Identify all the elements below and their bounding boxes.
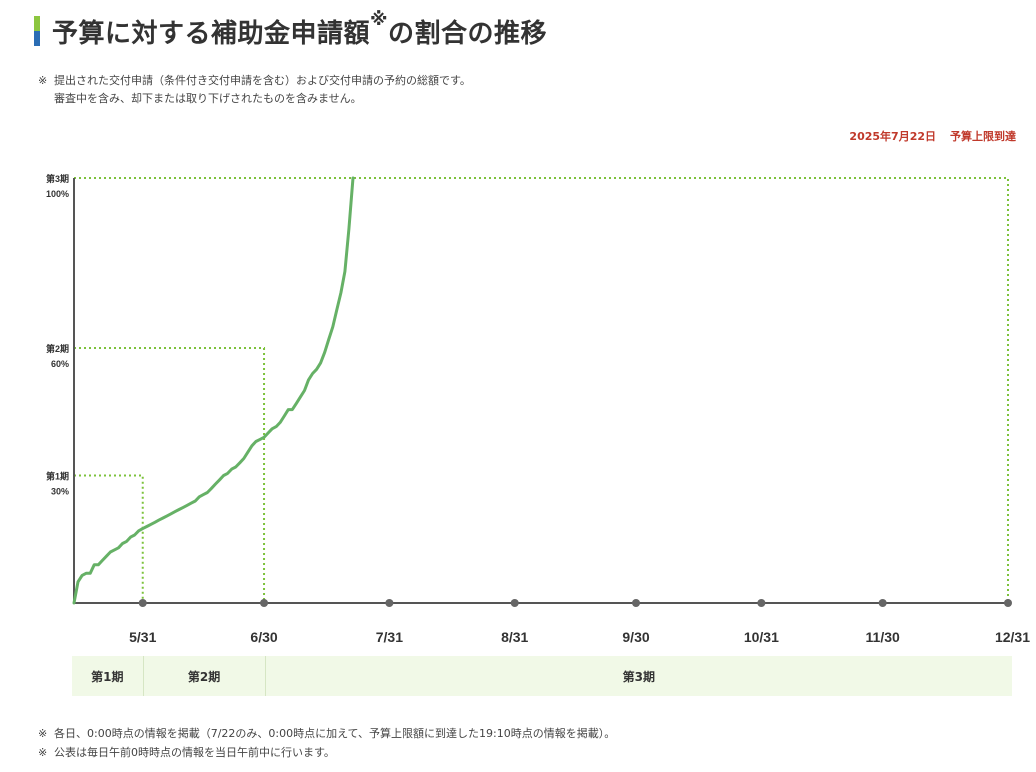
page-title-main: 予算に対する補助金申請額 [52, 18, 371, 49]
x-tick-label-7: 11/30 [866, 629, 900, 645]
threshold-label-2: 第2期 [46, 343, 69, 354]
x-tick-dot-7 [878, 599, 887, 607]
series-line [72, 176, 355, 605]
x-tick-label-4: 8/31 [501, 629, 528, 645]
period-cell-1: 第1期 [72, 656, 144, 696]
top-note: ※ 提出された交付申請（条件付き交付申請を含む）および交付申請の予約の総額です。 … [38, 72, 471, 108]
status-date: 2025年7月22日 [849, 130, 936, 143]
x-tick-dot-6 [757, 599, 766, 607]
bottom-note-mark: ※ [38, 727, 48, 740]
threshold-label-1: 第1期 [46, 471, 69, 482]
period-band: 第1期 第2期 第3期 [72, 656, 1012, 696]
page-title: 予算に対する補助金申請額※の割合の推移 [52, 9, 548, 50]
threshold-value-3: 100% [46, 189, 69, 199]
title-block: 予算に対する補助金申請額※の割合の推移 [34, 9, 548, 50]
x-tick-label-1: 5/31 [129, 629, 156, 645]
title-accent-bar [34, 16, 40, 46]
threshold-line-2 [74, 347, 266, 603]
x-tick-dot-3 [385, 599, 394, 607]
threshold-value-1: 30% [51, 487, 69, 497]
top-note-line1: 提出された交付申請（条件付き交付申請を含む）および交付申請の予約の総額です。 [54, 74, 471, 87]
page-title-mark: ※ [370, 8, 389, 30]
x-tick-dot-4 [510, 599, 519, 607]
bottom-note-2: ※ 公表は毎日午前0時時点の情報を当日午前中に行います。 [38, 743, 615, 762]
x-tick-label-2: 6/30 [250, 629, 277, 645]
bottom-note-text: 公表は毎日午前0時時点の情報を当日午前中に行います。 [54, 746, 335, 759]
x-tick-label-6: 10/31 [744, 629, 779, 645]
bottom-notes: ※ 各日、0:00時点の情報を掲載（7/22のみ、0:00時点に加えて、予算上限額… [38, 724, 615, 762]
status-text: 予算上限到達 [950, 130, 1016, 143]
bottom-note-mark: ※ [38, 746, 48, 759]
x-tick-label-8: 12/31 [995, 629, 1030, 645]
page-title-suffix: の割合の推移 [388, 18, 548, 49]
threshold-line-1 [74, 474, 144, 603]
bottom-note-1: ※ 各日、0:00時点の情報を掲載（7/22のみ、0:00時点に加えて、予算上限額… [38, 724, 615, 743]
threshold-label-3: 第3期 [46, 173, 69, 184]
threshold-value-2: 60% [51, 359, 69, 369]
period-cell-2: 第2期 [144, 656, 266, 696]
x-tick-label-5: 9/30 [622, 629, 649, 645]
top-note-mark: ※ [38, 74, 48, 87]
top-note-line2: 審査中を含み、却下または取り下げされたものを含みません。 [54, 92, 362, 105]
x-tick-dot-5 [632, 599, 641, 607]
budget-status: 2025年7月22日 予算上限到達 [849, 128, 1016, 144]
x-tick-label-3: 7/31 [376, 629, 403, 645]
threshold-line-3 [74, 177, 1009, 603]
x-tick-dot-1 [138, 599, 147, 607]
period-cell-3: 第3期 [622, 669, 655, 684]
x-tick-dot-8 [1004, 599, 1012, 607]
x-tick-dot-2 [260, 599, 269, 607]
bottom-note-text: 各日、0:00時点の情報を掲載（7/22のみ、0:00時点に加えて、予算上限額に… [54, 727, 616, 740]
